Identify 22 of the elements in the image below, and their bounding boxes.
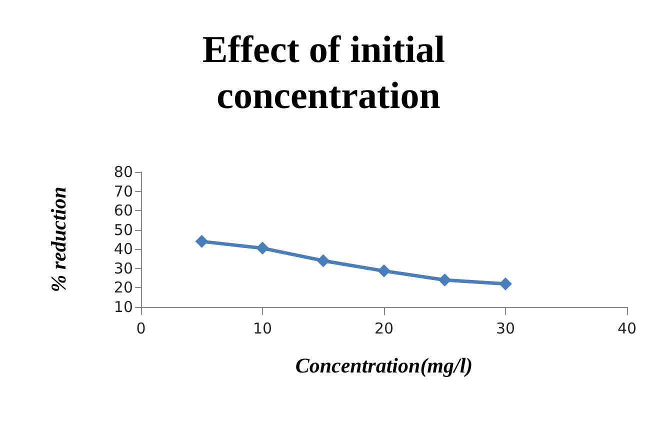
chart-title: Effect of initial concentration xyxy=(202,29,455,117)
y-tick-label: 50 xyxy=(114,220,133,239)
y-tick-label: 10 xyxy=(114,298,133,316)
y-tick-label: 40 xyxy=(114,240,133,258)
y-tick-label: 20 xyxy=(114,278,133,297)
y-tick-label: 30 xyxy=(114,259,133,278)
point xyxy=(499,277,512,290)
x-tick-label: 10 xyxy=(252,320,272,338)
x-tick-label: 0 xyxy=(136,320,146,338)
point xyxy=(438,274,452,286)
point xyxy=(378,264,390,278)
y-tick-label: 70 xyxy=(114,182,133,200)
x-axis-title: Concentration(mg/l) xyxy=(295,354,473,378)
point xyxy=(195,234,208,248)
y-tick-label: 60 xyxy=(114,202,133,220)
point xyxy=(256,242,269,255)
point xyxy=(316,254,330,268)
x-tick-label: 20 xyxy=(374,320,394,338)
x-tick-label: 40 xyxy=(617,320,637,338)
y-axis-title: % reduction xyxy=(46,186,70,292)
y-tick-label: 80 xyxy=(114,163,133,181)
x-tick-label: 30 xyxy=(496,320,516,338)
